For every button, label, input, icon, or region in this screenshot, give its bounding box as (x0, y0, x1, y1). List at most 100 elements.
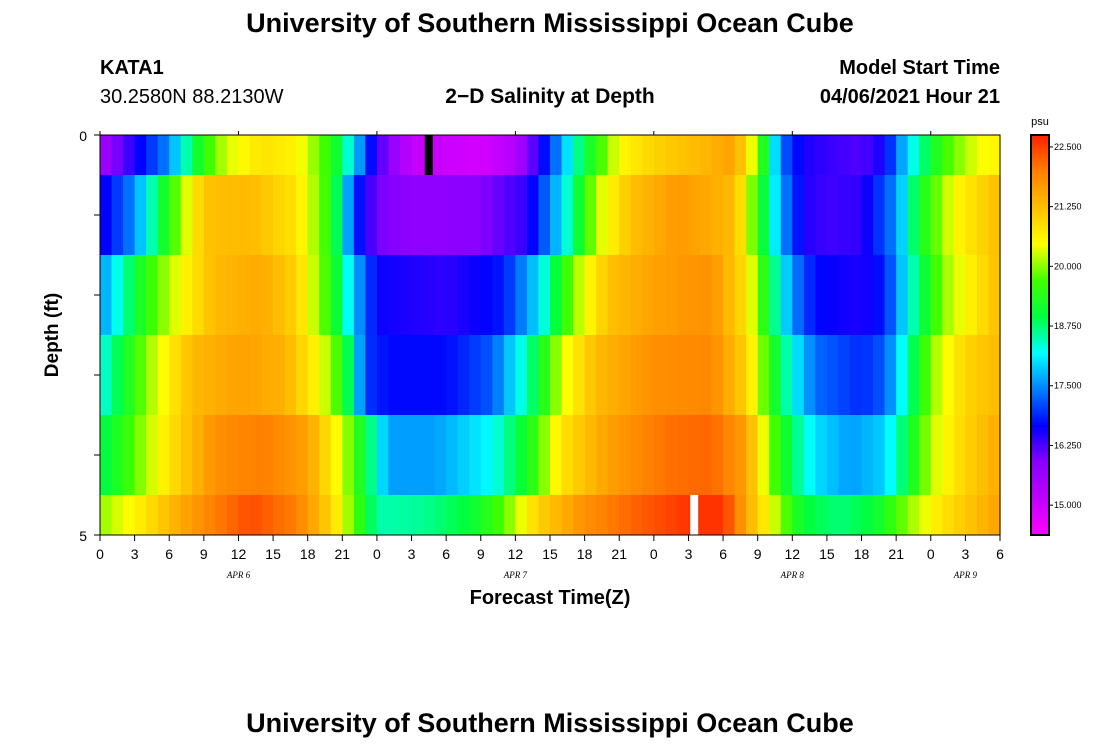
colorbar-band (1031, 415, 1049, 418)
model-start-value: 04/06/2021 Hour 21 (819, 86, 1000, 108)
heatmap-cell (907, 255, 920, 335)
heatmap-cell (100, 175, 113, 255)
heatmap-cell (965, 175, 978, 255)
heatmap-cell (826, 255, 840, 335)
colorbar-band (1031, 527, 1049, 530)
heatmap-cell (446, 135, 459, 175)
heatmap-cell (850, 135, 863, 175)
colorbar-band (1031, 437, 1049, 440)
colorbar-band (1031, 193, 1049, 196)
colorbar-band (1031, 395, 1049, 398)
heatmap-cell (388, 415, 401, 495)
colorbar-band (1031, 137, 1049, 140)
colorbar-band (1031, 279, 1049, 282)
heatmap-cell (457, 335, 470, 415)
heatmap-cell (642, 175, 655, 255)
colorbar-band (1031, 177, 1049, 180)
heatmap-cell (273, 175, 286, 255)
heatmap-cell (642, 135, 655, 175)
x-tick-label: 12 (785, 546, 801, 562)
heatmap-cell (492, 135, 505, 175)
colorbar-band (1031, 311, 1049, 314)
heatmap-cell (884, 415, 897, 495)
colorbar-band (1031, 165, 1049, 168)
heatmap-cell (515, 335, 528, 415)
heatmap-cell (169, 495, 182, 535)
colorbar-band (1031, 155, 1049, 158)
x-axis-label: Forecast Time(Z) (470, 587, 631, 609)
heatmap-cell (446, 255, 459, 335)
heatmap-cell (100, 415, 113, 495)
heatmap-cell (376, 415, 390, 495)
heatmap-cell (146, 175, 159, 255)
colorbar-band (1031, 163, 1049, 166)
heatmap-cell (953, 335, 966, 415)
heatmap-cell (988, 255, 1001, 335)
colorbar-band (1031, 393, 1049, 396)
heatmap-cell (596, 175, 609, 255)
heatmap-cell (653, 135, 666, 175)
heatmap-cell (942, 415, 955, 495)
heatmap-cell (988, 415, 1001, 495)
heatmap-cell (596, 135, 609, 175)
x-tick-label: 0 (96, 546, 104, 562)
heatmap-cell (169, 175, 182, 255)
heatmap-cell (284, 175, 297, 255)
heatmap-cell (665, 335, 678, 415)
heatmap-cell (838, 335, 851, 415)
heatmap-cell (146, 335, 159, 415)
x-tick-label: 9 (754, 546, 762, 562)
heatmap-cell (803, 415, 816, 495)
heatmap-cell (734, 415, 747, 495)
colorbar-tick-label: 21.250 (1054, 202, 1082, 212)
heatmap-cells (100, 135, 1001, 535)
heatmap-cell (238, 135, 251, 175)
heatmap-cell (826, 415, 840, 495)
heatmap-cell (907, 335, 920, 415)
colorbar-band (1031, 343, 1049, 346)
colorbar-band (1031, 425, 1049, 428)
heatmap-cell (907, 175, 920, 255)
heatmap-cell (873, 335, 886, 415)
heatmap-cell (180, 335, 193, 415)
heatmap-cell (757, 495, 770, 535)
colorbar-band (1031, 461, 1049, 464)
colorbar-band (1031, 401, 1049, 404)
heatmap-cell (803, 335, 816, 415)
heatmap-cell (630, 335, 643, 415)
heatmap-cell (561, 335, 574, 415)
heatmap-cell (480, 415, 493, 495)
heatmap-cell (215, 415, 228, 495)
heatmap-cell (123, 415, 136, 495)
heatmap-cell (388, 255, 401, 335)
heatmap-cell (503, 255, 516, 335)
heatmap-cell (169, 335, 182, 415)
colorbar-band (1031, 277, 1049, 280)
heatmap-cell (434, 415, 447, 495)
heatmap-cell (988, 495, 1001, 535)
heatmap-cell (284, 415, 297, 495)
heatmap-cell (561, 135, 574, 175)
colorbar-band (1031, 255, 1049, 258)
heatmap-cell (515, 135, 528, 175)
colorbar-band (1031, 175, 1049, 178)
heatmap-cell (792, 495, 805, 535)
colorbar-band (1031, 199, 1049, 202)
colorbar-band (1031, 307, 1049, 310)
heatmap-cell (550, 175, 563, 255)
heatmap-cell (896, 255, 909, 335)
heatmap-cell (965, 335, 978, 415)
colorbar-band (1031, 295, 1049, 298)
colorbar-band (1031, 495, 1049, 498)
heatmap-cell (826, 175, 840, 255)
heatmap-cell (815, 135, 828, 175)
heatmap-cell (976, 335, 990, 415)
heatmap-cell (169, 415, 182, 495)
heatmap-cell (250, 175, 263, 255)
heatmap-cell (330, 255, 343, 335)
colorbar-tick-label: 16.250 (1054, 440, 1082, 450)
heatmap-cell (250, 495, 263, 535)
colorbar-band (1031, 507, 1049, 510)
heatmap-cell (723, 335, 736, 415)
colorbar-band (1031, 519, 1049, 522)
